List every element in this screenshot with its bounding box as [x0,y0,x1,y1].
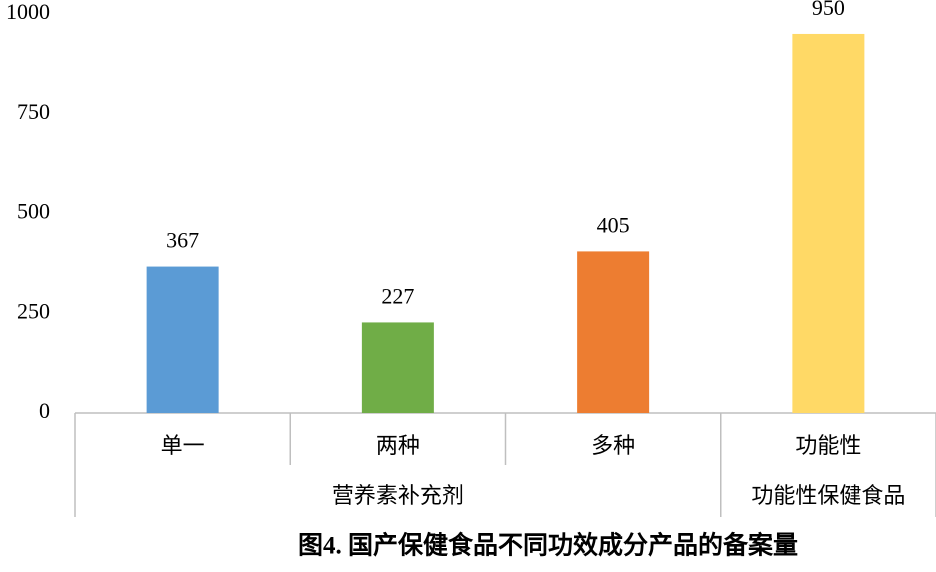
group-label: 功能性保健食品 [751,484,905,509]
y-tick-label: 1000 [6,0,50,24]
y-tick-label: 250 [17,298,50,323]
bar [577,251,650,413]
y-tick-label: 0 [39,398,50,423]
y-tick-label: 500 [17,199,50,224]
group-label: 营养素补充剂 [332,484,464,509]
y-tick-label: 750 [17,99,50,124]
value-label: 367 [166,228,199,253]
value-label: 950 [812,0,845,20]
value-label: 405 [597,212,630,237]
bar [792,33,865,413]
x-tick-label: 功能性 [795,434,861,459]
chart-title: 图4. 国产保健食品不同功效成分产品的备案量 [298,531,798,560]
bar [361,322,434,413]
bar [146,266,219,413]
x-tick-label: 多种 [591,434,635,459]
value-label: 227 [381,283,414,308]
x-tick-label: 两种 [376,434,420,459]
x-tick-label: 单一 [161,434,205,459]
